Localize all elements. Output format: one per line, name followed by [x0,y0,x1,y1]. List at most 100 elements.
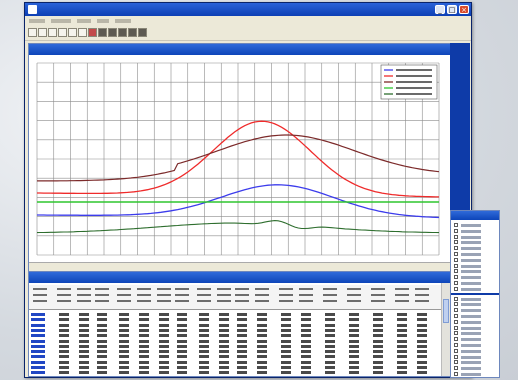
table-row[interactable] [29,354,441,359]
checkbox-icon[interactable] [454,308,458,313]
table-row[interactable] [29,344,441,349]
table-cell [119,360,129,364]
table-row[interactable] [29,333,441,338]
checkbox-icon[interactable] [454,337,458,342]
checkbox-icon[interactable] [454,302,458,307]
table-header-cell [33,288,47,290]
checkbox-icon[interactable] [454,252,458,256]
table-cell [397,371,407,375]
table-scrollbar[interactable] [441,283,450,376]
table-cell [417,318,427,322]
table-row[interactable] [29,360,441,365]
table-row[interactable] [29,323,441,328]
app-icon [28,5,37,14]
checkbox-icon[interactable] [454,223,458,227]
toolbar-button-9[interactable] [108,28,117,37]
table-cell [257,339,267,343]
table-row[interactable] [29,328,441,333]
toolbar-button-7[interactable] [88,28,97,37]
app-titlebar[interactable]: _ □ × [25,3,471,16]
toolbar-button-1[interactable] [28,28,37,37]
table-cell [177,371,187,375]
checkbox-icon[interactable] [454,240,458,245]
checkbox-icon[interactable] [454,360,458,365]
channel-list-item-label [461,297,481,301]
toolbar-button-6[interactable] [78,28,87,37]
channel-list-item-label [461,270,481,274]
chart-window-titlebar[interactable] [29,44,450,55]
table-header-cell [395,288,409,290]
toolbar-button-10[interactable] [118,28,127,37]
table-cell [349,350,359,354]
checkbox-icon[interactable] [454,314,458,318]
table-cell [237,313,247,316]
toolbar-button-12[interactable] [138,28,147,37]
channel-list-titlebar[interactable] [451,211,499,220]
table-row[interactable] [29,370,441,375]
series-line-blue [37,184,440,219]
table-row[interactable] [29,349,441,354]
table-scrollbar-thumb[interactable] [443,299,449,323]
table-cell [139,318,149,322]
menu-item-3[interactable] [77,19,91,23]
maximize-button[interactable]: □ [447,5,457,14]
checkbox-icon[interactable] [454,366,458,371]
checkbox-icon[interactable] [454,343,458,347]
checkbox-icon[interactable] [454,281,458,285]
table-header-cell [255,294,269,296]
table-cell-time [31,328,45,332]
table-cell [199,371,209,375]
table-row[interactable] [29,317,441,322]
table-cell [237,366,247,369]
table-cell [177,313,187,316]
table-window-titlebar[interactable] [29,272,450,283]
table-cell [79,334,89,338]
table-cell [325,318,335,322]
checkbox-icon[interactable] [454,319,458,324]
channel-list-item-label [461,241,481,245]
toolbar-button-2[interactable] [38,28,47,37]
table-cell [119,323,129,327]
checkbox-icon[interactable] [454,257,458,262]
checkbox-icon[interactable] [454,286,458,291]
checkbox-icon[interactable] [454,331,458,336]
table-cell [417,366,427,369]
table-cell [199,313,209,316]
table-cell [397,323,407,327]
checkbox-icon[interactable] [454,234,458,239]
table-row[interactable] [29,365,441,370]
menu-item-5[interactable] [115,19,131,23]
table-header-cell [255,300,269,302]
toolbar-button-3[interactable] [48,28,57,37]
checkbox-icon[interactable] [454,325,458,330]
checkbox-icon[interactable] [454,263,458,268]
table-row[interactable] [29,312,441,317]
checkbox-icon[interactable] [454,228,458,233]
checkbox-icon[interactable] [454,354,458,359]
close-button[interactable]: × [459,5,469,14]
table-cell [79,360,89,364]
table-header-cell [57,300,71,302]
menu-item-2[interactable] [51,19,71,23]
toolbar-button-8[interactable] [98,28,107,37]
table-cell [159,328,169,332]
checkbox-icon[interactable] [454,372,458,376]
checkbox-icon[interactable] [454,348,458,353]
toolbar-button-11[interactable] [128,28,137,37]
toolbar-button-4[interactable] [58,28,67,37]
table-cell [79,328,89,332]
checkbox-icon[interactable] [454,296,458,301]
table-cell [257,355,267,359]
toolbar-button-5[interactable] [68,28,77,37]
channel-list-item-label [461,224,481,227]
checkbox-icon[interactable] [454,269,458,274]
table-cell [373,371,383,375]
checkbox-icon[interactable] [454,246,458,251]
table-cell [325,355,335,359]
minimize-button[interactable]: _ [435,5,445,14]
table-row[interactable] [29,339,441,344]
menu-item-4[interactable] [97,19,109,23]
checkbox-icon[interactable] [454,275,458,280]
menu-item-1[interactable] [29,19,45,23]
table-cell [219,313,229,316]
